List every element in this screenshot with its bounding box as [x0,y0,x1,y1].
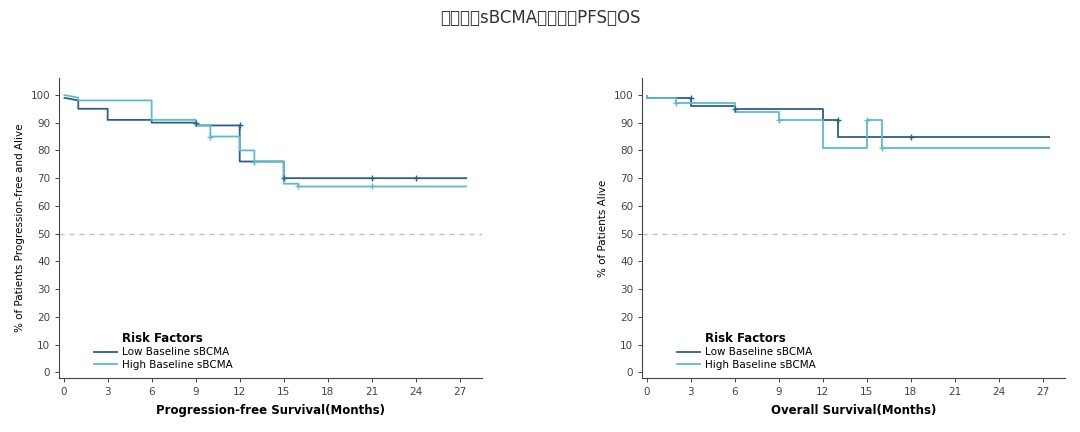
Y-axis label: % of Patients Progression-free and Alive: % of Patients Progression-free and Alive [15,124,25,332]
Y-axis label: % of Patients Alive: % of Patients Alive [598,180,608,277]
X-axis label: Overall Survival(Months): Overall Survival(Months) [771,404,936,417]
Legend: Risk Factors, Low Baseline sBCMA, High Baseline sBCMA: Risk Factors, Low Baseline sBCMA, High B… [94,332,233,370]
Text: 不同基线sBCMA水平组的PFS和OS: 不同基线sBCMA水平组的PFS和OS [440,9,640,27]
Legend: Risk Factors, Low Baseline sBCMA, High Baseline sBCMA: Risk Factors, Low Baseline sBCMA, High B… [677,332,816,370]
X-axis label: Progression-free Survival(Months): Progression-free Survival(Months) [156,404,384,417]
